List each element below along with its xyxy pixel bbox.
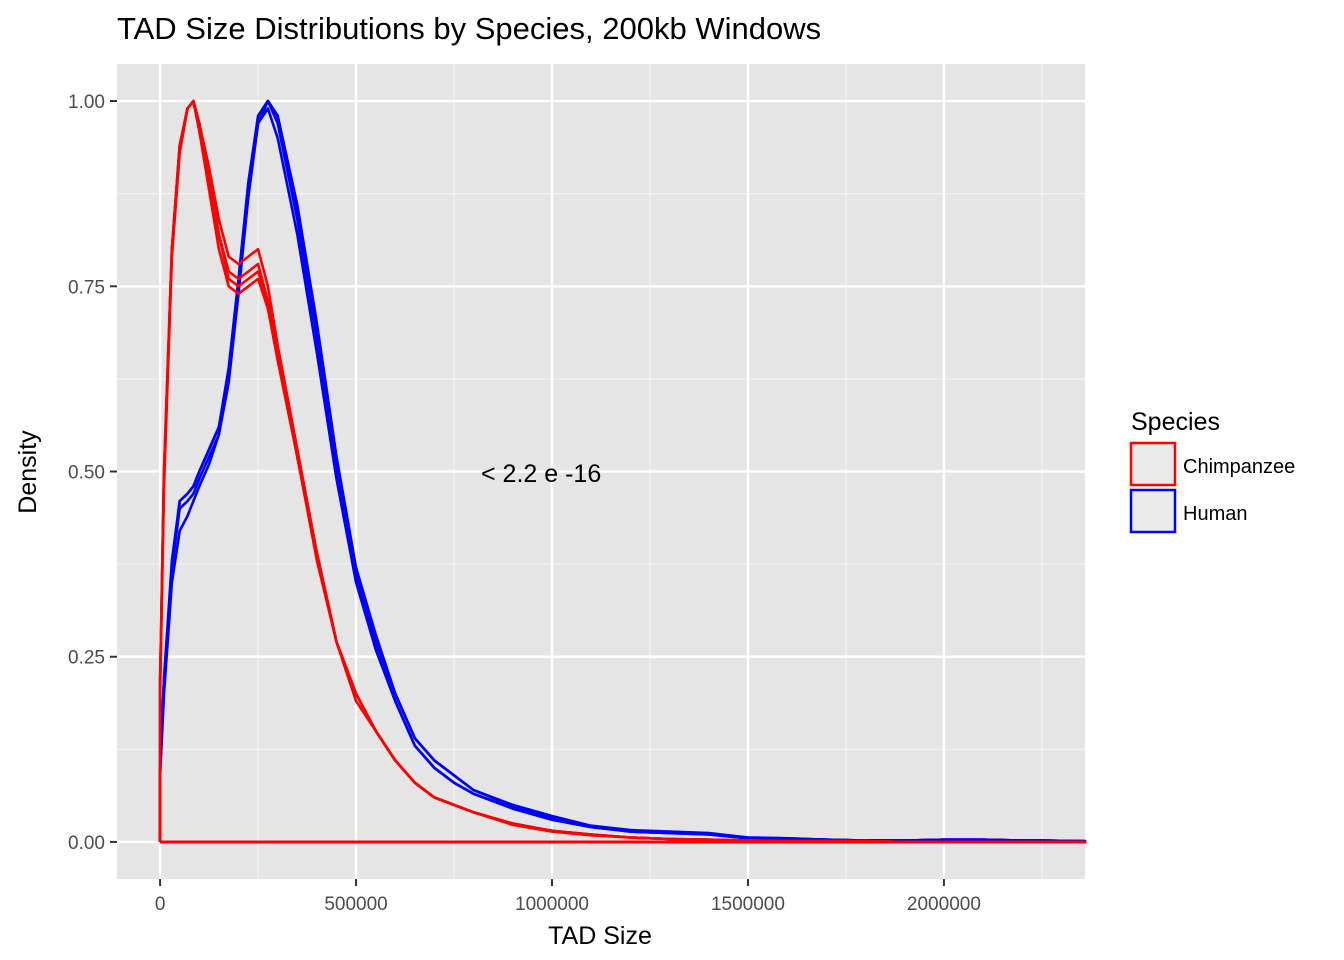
x-tick-label: 1500000 [711, 894, 785, 915]
density-line-human [158, 107, 1087, 844]
y-axis: 0.00 0.25 0.50 0.75 1.00 [68, 92, 117, 854]
legend-label-human: Human [1183, 503, 1247, 525]
legend-title: Species [1131, 408, 1220, 436]
legend-key-chimpanzee [1129, 441, 1177, 487]
x-tick-label: 2000000 [907, 894, 981, 915]
x-axis: 0 500000 1000000 1500000 2000000 [155, 879, 981, 915]
x-tick-label: 1000000 [515, 894, 589, 915]
y-tick-label: 0.25 [68, 648, 105, 669]
chart-title: TAD Size Distributions by Species, 200kb… [117, 11, 821, 46]
y-tick-label: 0.00 [68, 833, 105, 854]
legend: Species Chimpanzee Human [1129, 408, 1295, 534]
y-axis-title: Density [14, 430, 42, 514]
x-tick-label: 500000 [324, 894, 387, 915]
density-line-chimpanzee [158, 99, 1087, 844]
x-axis-title: TAD Size [548, 922, 652, 950]
legend-label-chimpanzee: Chimpanzee [1183, 456, 1295, 478]
p-value-annotation: < 2.2 e -16 [481, 460, 601, 488]
y-tick-label: 0.75 [68, 277, 105, 298]
y-tick-label: 1.00 [68, 92, 105, 113]
density-lines [158, 99, 1087, 844]
y-tick-label: 0.50 [68, 463, 105, 484]
x-tick-label: 0 [155, 894, 166, 915]
legend-key-human [1129, 488, 1177, 534]
